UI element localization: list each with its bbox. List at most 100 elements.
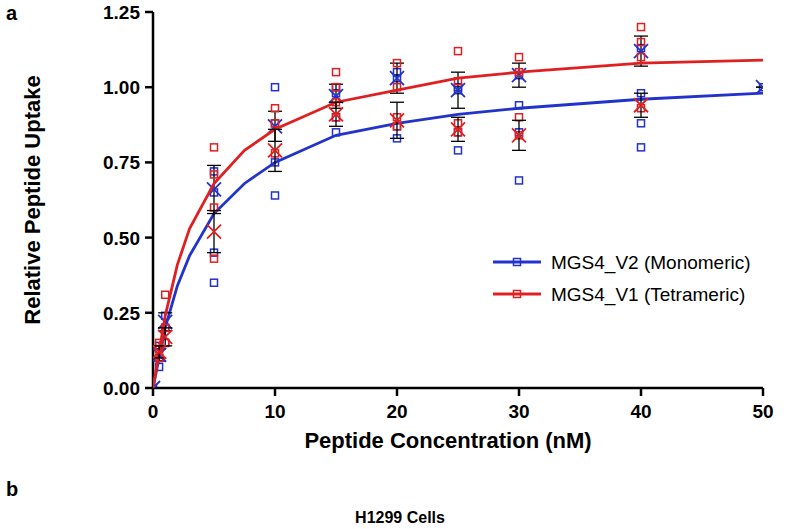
- error-bar-cap: [634, 35, 648, 36]
- mean-point: [268, 143, 282, 157]
- error-bar-cap: [390, 138, 404, 139]
- y-tick-label: 0.00: [103, 378, 140, 399]
- legend-marker: [514, 259, 521, 266]
- annotation: a: [6, 2, 18, 24]
- y-tick: [145, 236, 153, 239]
- error-bar: [390, 102, 404, 138]
- error-bar-cap: [451, 108, 465, 109]
- replicate-point: [394, 60, 401, 67]
- error-bar-cap: [451, 72, 465, 73]
- y-tick: [145, 387, 153, 390]
- x-tick-label: 40: [630, 401, 651, 422]
- replicate-point: [211, 255, 218, 262]
- replicate-point: [211, 279, 218, 286]
- fit-curve: [153, 60, 763, 388]
- error-bar: [451, 117, 465, 141]
- x-tick-label: 0: [148, 401, 159, 422]
- x-axis: [153, 387, 763, 390]
- error-bar-cap: [329, 102, 343, 103]
- replicate-point: [162, 291, 169, 298]
- error-bar-cap: [512, 120, 526, 121]
- error-bar-cap: [512, 87, 526, 88]
- y-tick: [145, 11, 153, 14]
- replicate-point: [211, 144, 218, 151]
- replicate-point: [272, 84, 279, 91]
- error-bar: [512, 63, 526, 87]
- error-bar-cap: [390, 102, 404, 103]
- legend-label: MGS4_V2 (Monomeric): [551, 252, 751, 274]
- error-bar: [512, 120, 526, 150]
- error-bar-cap: [390, 62, 404, 63]
- replicate-point: [516, 54, 523, 61]
- y-tick-label: 0.25: [103, 303, 140, 324]
- mean-point: [512, 128, 526, 142]
- replicate-point: [516, 177, 523, 184]
- y-tick: [145, 86, 153, 89]
- x-tick-label: 10: [264, 401, 285, 422]
- legend-label: MGS4_V1 (Tetrameric): [551, 284, 745, 306]
- error-bar: [329, 102, 343, 126]
- error-bar: [153, 346, 166, 358]
- replicate-point: [638, 24, 645, 31]
- annotation: H1299 Cells: [355, 509, 445, 526]
- replicate-point: [333, 129, 340, 136]
- y-tick-label: 0.75: [103, 152, 140, 173]
- legend-line: [493, 293, 541, 296]
- y-tick-label: 0.50: [103, 228, 140, 249]
- x-tick: [762, 388, 765, 396]
- mean-point: [153, 345, 166, 359]
- error-bar-cap: [634, 93, 648, 94]
- replicate-point: [333, 69, 340, 76]
- replicate-point: [333, 84, 340, 91]
- replicate-point: [455, 78, 462, 85]
- replicate-point: [516, 102, 523, 109]
- plot-area: [153, 24, 763, 388]
- y-tick: [145, 161, 153, 164]
- y-tick-label: 1.00: [103, 77, 140, 98]
- error-bar-cap: [329, 126, 343, 127]
- error-bar-cap: [634, 117, 648, 118]
- mean-point: [207, 225, 221, 239]
- error-bar-cap: [451, 141, 465, 142]
- mean-point: [329, 107, 343, 121]
- replicate-point: [638, 54, 645, 61]
- replicate-point: [455, 147, 462, 154]
- mean-point: [390, 113, 404, 127]
- mean-point: [634, 98, 648, 112]
- error-bar-cap: [512, 150, 526, 151]
- legend-line: [493, 261, 541, 264]
- replicate-point: [638, 144, 645, 151]
- error-bar-cap: [390, 93, 404, 94]
- error-bar-cap: [207, 252, 221, 253]
- error-bar-cap: [207, 165, 221, 166]
- y-axis-label: Relative Peptide Uptake: [20, 75, 45, 324]
- replicate-point: [455, 48, 462, 55]
- error-bar: [268, 129, 282, 171]
- error-bar: [207, 211, 221, 253]
- y-axis: [152, 12, 155, 388]
- replicate-point: [394, 84, 401, 91]
- mean-point: [158, 330, 172, 344]
- x-tick-label: 50: [752, 401, 773, 422]
- error-bar-cap: [512, 62, 526, 63]
- mean-point: [512, 68, 526, 82]
- x-tick: [640, 388, 643, 396]
- replicate-point: [516, 69, 523, 76]
- x-tick: [274, 388, 277, 396]
- x-tick-label: 20: [386, 401, 407, 422]
- error-bar-cap: [268, 129, 282, 130]
- error-bar-cap: [634, 65, 648, 66]
- replicate-point: [211, 171, 218, 178]
- replicate-point: [272, 105, 279, 112]
- fit-curve: [153, 93, 763, 388]
- y-tick: [145, 312, 153, 315]
- mean-point: [451, 122, 465, 136]
- error-bar-cap: [207, 210, 221, 211]
- x-axis-label: Peptide Concentration (nM): [304, 428, 591, 453]
- error-bar: [158, 328, 172, 346]
- replicate-point: [638, 39, 645, 46]
- y-tick-label: 1.25: [103, 2, 140, 23]
- error-bar-cap: [451, 117, 465, 118]
- error-bar-cap: [268, 171, 282, 172]
- x-tick: [396, 388, 399, 396]
